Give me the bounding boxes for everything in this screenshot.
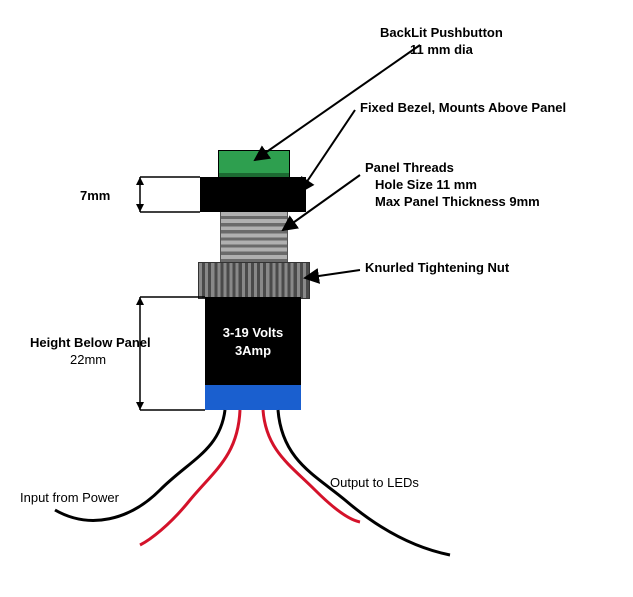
below-panel-label: Height Below Panel 22mm bbox=[30, 335, 151, 369]
bezel-label: Fixed Bezel, Mounts Above Panel bbox=[360, 100, 566, 117]
wires-svg bbox=[0, 0, 633, 597]
threads-line2: Hole Size 11 mm bbox=[375, 177, 477, 192]
below-line2: 22mm bbox=[70, 352, 151, 369]
output-label: Output to LEDs bbox=[330, 475, 419, 492]
fixed-bezel bbox=[200, 177, 306, 212]
wire-red-left bbox=[140, 410, 240, 545]
threads-line1: Panel Threads bbox=[365, 160, 454, 175]
switch-body: 3-19 Volts 3Amp bbox=[205, 297, 301, 385]
body-amp-label: 3Amp bbox=[205, 343, 301, 358]
threads-line3: Max Panel Thickness 9mm bbox=[375, 194, 540, 209]
knurled-nut bbox=[198, 262, 310, 299]
wire-collar bbox=[205, 385, 301, 410]
body-voltage-label: 3-19 Volts bbox=[205, 325, 301, 340]
dim-above-label: 7mm bbox=[80, 188, 110, 205]
title-line1: BackLit Pushbutton bbox=[380, 25, 503, 40]
panel-threads bbox=[220, 212, 288, 262]
nut-label: Knurled Tightening Nut bbox=[365, 260, 509, 277]
dimensions-svg bbox=[0, 0, 633, 597]
wire-red-right bbox=[263, 410, 360, 522]
leaders-svg bbox=[0, 0, 633, 597]
pushbutton-cap bbox=[218, 150, 290, 179]
title-line2: 11 mm dia bbox=[410, 42, 473, 57]
input-label: Input from Power bbox=[20, 490, 119, 507]
threads-label: Panel Threads Hole Size 11 mm Max Panel … bbox=[365, 160, 540, 211]
title-label: BackLit Pushbutton 11 mm dia bbox=[380, 25, 503, 59]
below-line1: Height Below Panel bbox=[30, 335, 151, 352]
